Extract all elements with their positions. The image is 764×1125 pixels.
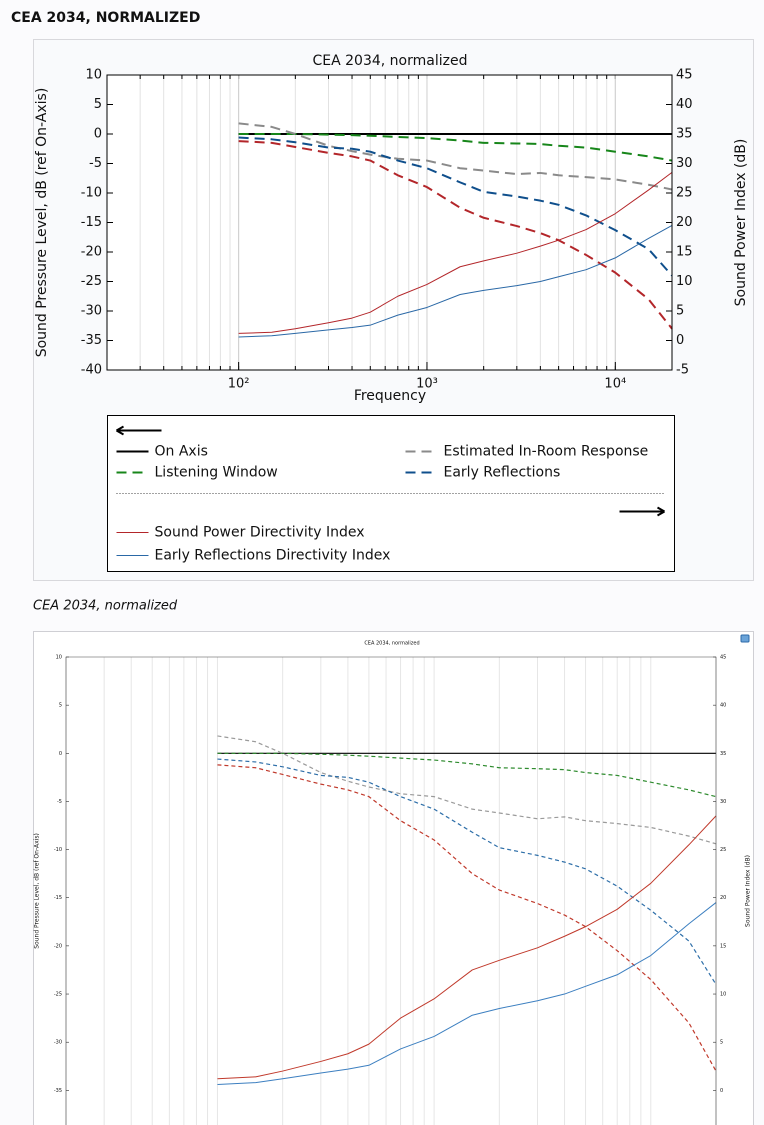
series-line — [238, 122, 673, 191]
y-tick-label: -15 — [54, 895, 62, 901]
y2-tick-label: 25 — [676, 186, 693, 201]
legend-label: Estimated In-Room Response — [444, 444, 649, 460]
series-line — [217, 752, 717, 798]
legend-label: Early Reflections Directivity Index — [155, 548, 391, 564]
y-axis-label: Sound Pressure Level, dB (ref On-Axis) — [34, 88, 50, 358]
y2-tick-label: 35 — [720, 751, 726, 757]
y2-tick-label: 0 — [676, 333, 684, 348]
y-tick-label: 5 — [59, 703, 62, 709]
y-axis-label: Sound Pressure Level, dB (ref On-Axis) — [34, 833, 41, 949]
y2-tick-label: 30 — [676, 156, 693, 171]
series-line — [238, 133, 673, 162]
series-line — [217, 902, 717, 1086]
x-tick-label: 10⁴ — [604, 377, 626, 392]
y-tick-label: 0 — [94, 127, 102, 142]
y-tick-label: -5 — [89, 156, 102, 171]
series-line — [217, 735, 717, 845]
y2-tick-label: 15 — [720, 943, 726, 949]
y2-tick-label: 45 — [676, 68, 693, 83]
series-line — [238, 225, 673, 338]
y2-tick-label: 40 — [720, 703, 726, 709]
y-tick-label: -10 — [81, 186, 102, 201]
series-line — [217, 815, 717, 1080]
y-tick-label: 5 — [94, 97, 102, 112]
legend-label: Early Reflections — [444, 465, 561, 481]
section-header: CEA 2034, NORMALIZED — [11, 10, 200, 26]
y2-tick-label: 10 — [676, 274, 693, 289]
y-tick-label: -25 — [81, 274, 102, 289]
series-line — [238, 171, 673, 334]
y-tick-label: -30 — [81, 304, 102, 319]
x-tick-label: 10³ — [416, 377, 438, 392]
y2-tick-label: 5 — [720, 1040, 723, 1046]
series-line — [238, 136, 673, 277]
y-tick-label: -25 — [54, 992, 62, 998]
y-tick-label: -35 — [81, 333, 102, 348]
y2-tick-label: 30 — [720, 799, 726, 805]
toolbar-icon[interactable] — [740, 634, 750, 643]
y-tick-label: 10 — [56, 655, 62, 661]
x-tick-label: 10² — [228, 377, 250, 392]
y2-tick-label: 5 — [676, 304, 684, 319]
y2-tick-label: 25 — [720, 847, 726, 853]
y-tick-label: -35 — [54, 1088, 62, 1094]
caption: CEA 2034, normalized — [33, 599, 178, 614]
y-tick-label: -20 — [54, 943, 62, 949]
plot-frame — [106, 74, 673, 371]
y2-tick-label: 45 — [720, 655, 726, 661]
legend-label: Listening Window — [155, 465, 278, 481]
y2-tick-label: 15 — [676, 245, 693, 260]
y2-tick-label: 20 — [720, 895, 726, 901]
y-tick-label: -10 — [54, 847, 62, 853]
plot-area — [66, 657, 716, 1125]
y-tick-label: -40 — [81, 363, 102, 378]
chart-title: CEA 2034, normalized — [313, 53, 468, 69]
legend-arrow — [116, 425, 162, 436]
y2-axis-label: Sound Power Index (dB) — [745, 855, 752, 927]
y2-axis-label: Sound Power Index (dB) — [733, 139, 749, 307]
y-tick-label: -30 — [54, 1040, 62, 1046]
legend-label: Sound Power Directivity Index — [155, 525, 365, 541]
y2-tick-label: 35 — [676, 127, 693, 142]
legend-box — [107, 415, 675, 572]
y2-tick-label: 20 — [676, 215, 693, 230]
x-axis-label: Frequency — [354, 388, 426, 404]
series-line — [217, 758, 717, 985]
y2-tick-label: 40 — [676, 97, 693, 112]
y2-tick-label: 10 — [720, 992, 726, 998]
legend-arrow — [619, 506, 665, 517]
chart-title: CEA 2034, normalized — [364, 641, 419, 647]
y-tick-label: -5 — [57, 799, 62, 805]
plot-area — [107, 75, 672, 370]
series-line — [217, 764, 717, 1072]
y-tick-label: -15 — [81, 215, 102, 230]
y2-tick-label: -5 — [676, 363, 689, 378]
y2-tick-label: 0 — [720, 1088, 723, 1094]
y-tick-label: -20 — [81, 245, 102, 260]
y-tick-label: 10 — [85, 68, 102, 83]
plot-frame — [65, 656, 717, 1125]
legend-label: On Axis — [155, 444, 208, 460]
y-tick-label: 0 — [59, 751, 62, 757]
